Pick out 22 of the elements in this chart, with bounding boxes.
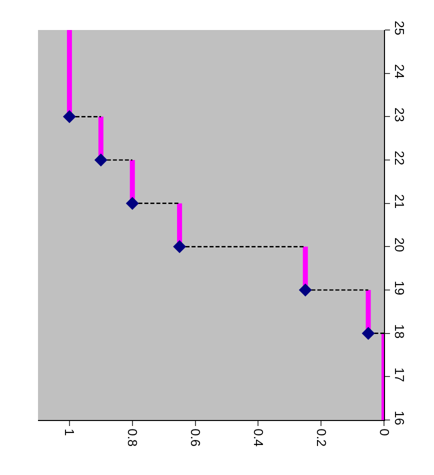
y-tick-label: 25 [392, 20, 408, 36]
point [298, 284, 312, 296]
x-tick-label: 0.2 [314, 428, 329, 447]
point [94, 154, 108, 166]
y-tick-label: 23 [392, 107, 408, 122]
x-tick-label: 0.8 [125, 428, 140, 447]
point [126, 196, 139, 210]
x-tick-label: 0.4 [250, 428, 266, 447]
y-tick-label: 17 [392, 367, 408, 382]
x-tick-label: 1 [62, 428, 78, 436]
y-tick-label: 16 [392, 410, 408, 426]
point [173, 240, 186, 254]
x-tick-label: 0.6 [188, 428, 204, 447]
y-tick-label: 18 [392, 324, 408, 339]
y-tick-label: 20 [392, 237, 408, 252]
y-tick-label: 19 [392, 280, 408, 296]
point [362, 326, 375, 340]
y-tick-label: 21 [392, 194, 408, 209]
y-tick-label: 22 [392, 150, 408, 166]
x-tick-label: 0 [376, 428, 392, 436]
point [62, 110, 76, 124]
y-tick-label: 24 [392, 64, 408, 79]
